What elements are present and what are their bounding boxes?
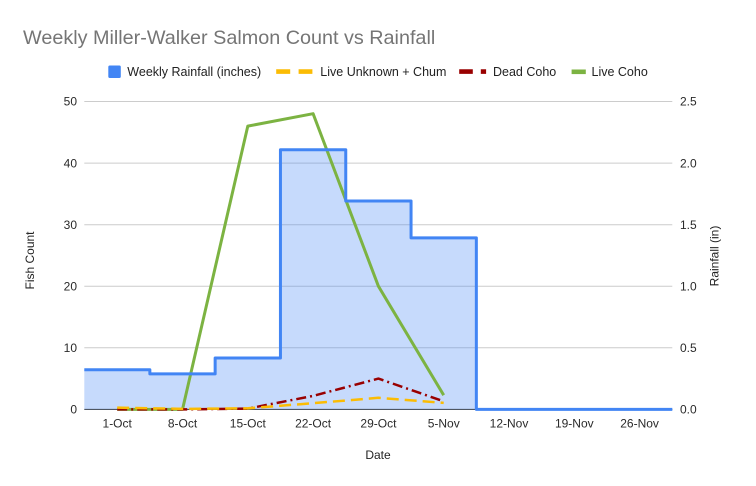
svg-text:5-Nov: 5-Nov xyxy=(428,417,460,431)
svg-text:Weekly Rainfall (inches): Weekly Rainfall (inches) xyxy=(127,65,261,79)
svg-text:20: 20 xyxy=(64,280,78,294)
svg-text:1.0: 1.0 xyxy=(680,280,697,294)
svg-text:Fish Count: Fish Count xyxy=(23,231,37,290)
svg-text:Live Unknown + Chum: Live Unknown + Chum xyxy=(320,65,446,79)
svg-text:1-Oct: 1-Oct xyxy=(103,417,133,431)
svg-text:40: 40 xyxy=(64,156,78,170)
svg-text:50: 50 xyxy=(64,95,78,109)
svg-text:Rainfall (in): Rainfall (in) xyxy=(707,226,721,287)
svg-text:Date: Date xyxy=(365,448,391,462)
svg-text:10: 10 xyxy=(64,341,78,355)
svg-text:12-Nov: 12-Nov xyxy=(490,417,529,431)
svg-text:0.5: 0.5 xyxy=(680,341,697,355)
svg-text:Dead Coho: Dead Coho xyxy=(493,65,556,79)
svg-text:8-Oct: 8-Oct xyxy=(168,417,198,431)
svg-text:0: 0 xyxy=(70,403,77,417)
svg-text:19-Nov: 19-Nov xyxy=(555,417,594,431)
svg-text:30: 30 xyxy=(64,218,78,232)
svg-text:2.5: 2.5 xyxy=(680,95,697,109)
svg-text:1.5: 1.5 xyxy=(680,218,697,232)
svg-text:0.0: 0.0 xyxy=(680,403,697,417)
svg-text:22-Oct: 22-Oct xyxy=(295,417,332,431)
svg-text:26-Nov: 26-Nov xyxy=(620,417,659,431)
svg-text:15-Oct: 15-Oct xyxy=(230,417,267,431)
svg-text:29-Oct: 29-Oct xyxy=(360,417,397,431)
svg-text:Live Coho: Live Coho xyxy=(592,65,648,79)
svg-text:Weekly Miller-Walker Salmon Co: Weekly Miller-Walker Salmon Count vs Rai… xyxy=(23,27,435,49)
svg-text:2.0: 2.0 xyxy=(680,156,697,170)
